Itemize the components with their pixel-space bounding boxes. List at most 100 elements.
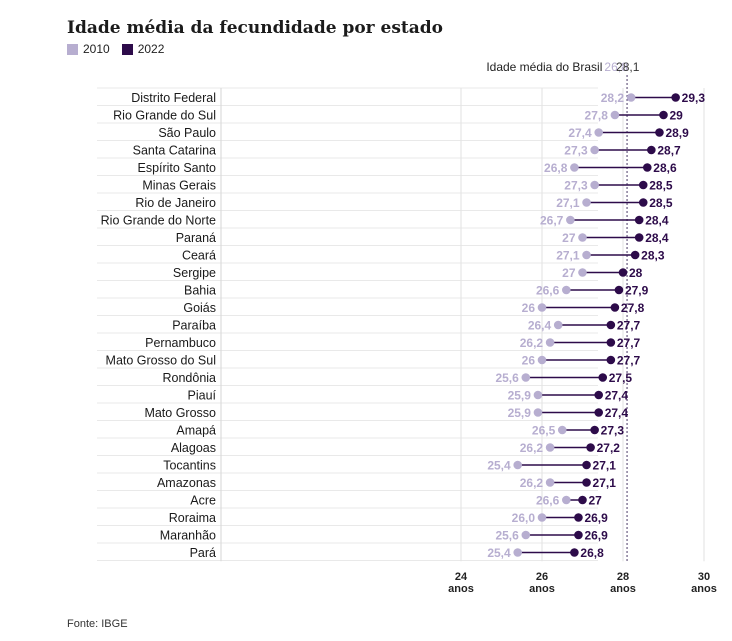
- x-tick-label: 28: [617, 571, 629, 583]
- point-2010: [521, 530, 531, 540]
- point-2010: [537, 303, 547, 312]
- point-2010: [610, 110, 620, 120]
- value-label-2010: 25,6: [495, 529, 519, 543]
- point-2010: [513, 548, 522, 557]
- state-label: Pará: [190, 546, 216, 560]
- point-2022: [606, 338, 616, 347]
- value-label-2010: 25,6: [495, 371, 519, 385]
- value-label-2022: 28,3: [641, 249, 665, 263]
- state-label: Sergipe: [173, 266, 216, 280]
- value-label-2010: 26,4: [528, 319, 552, 333]
- state-label: Amapá: [176, 424, 216, 438]
- value-label-2022: 27,1: [593, 476, 617, 490]
- point-2010: [521, 373, 531, 382]
- legend: 2010 2022: [67, 42, 176, 56]
- state-label: Acre: [190, 494, 216, 508]
- state-label: Paraíba: [172, 319, 216, 333]
- point-2010: [578, 233, 587, 242]
- point-2022: [630, 250, 640, 260]
- value-label-2010: 27,3: [564, 179, 588, 193]
- value-label-2022: 27,7: [617, 319, 641, 333]
- point-2010: [562, 285, 571, 295]
- x-tick-label: 26: [536, 571, 548, 583]
- point-2022: [586, 443, 595, 452]
- value-label-2022: 29: [670, 109, 684, 123]
- point-2022: [638, 180, 648, 190]
- value-label-2010: 27: [562, 266, 576, 280]
- point-2022: [647, 145, 656, 155]
- value-label-2010: 25,4: [487, 459, 511, 473]
- value-label-2010: 26,0: [512, 511, 536, 525]
- point-2022: [643, 163, 652, 172]
- value-label-2010: 27,1: [556, 196, 580, 210]
- value-label-2010: 25,4: [487, 546, 511, 560]
- point-2022: [638, 198, 648, 207]
- state-label: Roraima: [169, 511, 216, 525]
- value-label-2022: 27,8: [621, 301, 645, 315]
- brazil-average-2022-label: 28,1: [616, 60, 640, 74]
- value-label-2010: 26,2: [520, 476, 544, 490]
- point-2010: [533, 390, 543, 400]
- state-label: Rondônia: [162, 371, 216, 385]
- point-2022: [570, 548, 579, 557]
- state-label: Piauí: [188, 389, 217, 403]
- value-label-2022: 27,4: [605, 406, 629, 420]
- legend-label-2022: 2022: [137, 42, 165, 56]
- state-label: Mato Grosso do Sul: [106, 354, 216, 368]
- state-label: Bahia: [184, 284, 216, 298]
- value-label-2022: 26,9: [584, 511, 608, 525]
- point-2022: [578, 495, 587, 505]
- state-label: Ceará: [182, 249, 216, 263]
- chart-title: Idade média da fecundidade por estado: [67, 18, 444, 38]
- state-label: Minas Gerais: [142, 179, 216, 193]
- point-2010: [590, 180, 599, 190]
- point-2022: [671, 93, 680, 102]
- point-2010: [545, 443, 555, 452]
- value-label-2010: 25,9: [508, 389, 532, 403]
- value-label-2022: 28,9: [665, 126, 689, 140]
- point-2022: [618, 268, 628, 277]
- value-label-2010: 26,7: [540, 214, 564, 228]
- state-label: Maranhão: [160, 529, 216, 543]
- state-label: Alagoas: [171, 441, 216, 455]
- value-label-2010: 26,6: [536, 284, 560, 298]
- value-label-2022: 27,3: [601, 424, 625, 438]
- value-label-2010: 26,5: [532, 424, 556, 438]
- point-2022: [582, 460, 591, 470]
- point-2022: [606, 320, 616, 330]
- state-label: Goiás: [183, 301, 216, 315]
- x-tick-label: 24: [455, 571, 468, 583]
- point-2010: [582, 250, 591, 260]
- brazil-average-label: Idade média do Brasil: [486, 60, 602, 74]
- point-2010: [513, 460, 522, 470]
- point-2022: [594, 408, 603, 417]
- point-2022: [606, 355, 616, 365]
- point-2022: [659, 110, 668, 120]
- value-label-2010: 27,8: [585, 109, 609, 123]
- value-label-2022: 28,5: [649, 196, 673, 210]
- point-2010: [557, 425, 567, 435]
- point-2010: [566, 215, 575, 225]
- value-label-2022: 26,9: [584, 529, 608, 543]
- value-label-2022: 29,3: [682, 91, 706, 105]
- value-label-2010: 27,4: [568, 126, 592, 140]
- value-label-2010: 26,2: [520, 336, 544, 350]
- value-label-2010: 26,6: [536, 494, 560, 508]
- x-tick-label: 30: [698, 571, 710, 583]
- point-2022: [634, 233, 644, 242]
- value-label-2010: 26,2: [520, 441, 544, 455]
- state-label: Tocantins: [163, 459, 216, 473]
- legend-item-2022: 2022: [121, 42, 165, 56]
- point-2010: [537, 355, 547, 365]
- brazil-average-2010-label: 26,8: [604, 60, 628, 74]
- value-label-2022: 27,7: [617, 354, 641, 368]
- value-label-2022: 27,9: [625, 284, 649, 298]
- point-2010: [545, 338, 555, 347]
- legend-swatch-2010: [67, 43, 78, 55]
- point-2010: [578, 268, 587, 277]
- value-label-2022: 27,1: [593, 459, 617, 473]
- value-label-2022: 28,4: [645, 231, 669, 245]
- value-label-2022: 28,7: [657, 144, 681, 158]
- point-2010: [533, 408, 543, 417]
